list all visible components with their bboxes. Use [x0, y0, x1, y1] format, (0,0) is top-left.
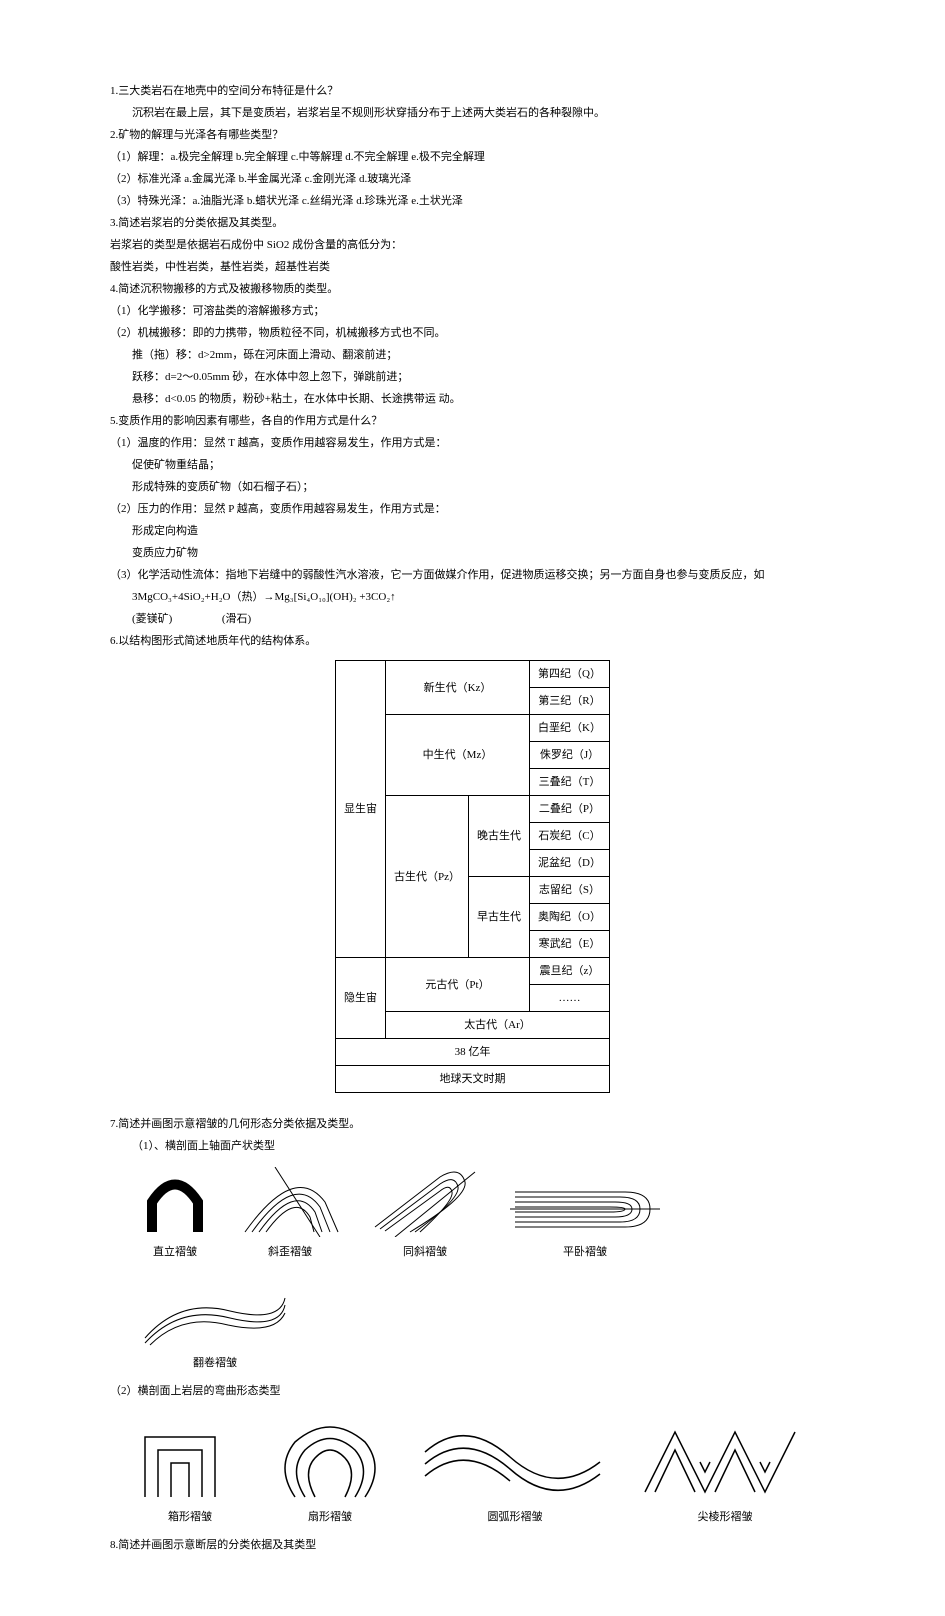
q5-l6: 变质应力矿物	[110, 542, 835, 564]
cell-38: 38 亿年	[336, 1039, 610, 1066]
q5-l2: 促使矿物重结晶；	[110, 454, 835, 476]
cell-t: 三叠纪（T）	[530, 769, 610, 796]
cell-late-pz: 晚古生代	[469, 796, 530, 877]
q4-l3: 推（拖）移：d>2mm，砾在河床面上滑动、翻滚前进；	[110, 344, 835, 366]
cell-astro: 地球天文时期	[336, 1066, 610, 1093]
cap-isoclinal: 同斜褶皱	[403, 1241, 447, 1263]
cell-xsz: 显生宙	[336, 661, 386, 958]
cap-arc: 圆弧形褶皱	[488, 1506, 543, 1528]
cell-p: 二叠纪（P）	[530, 796, 610, 823]
isoclinal-fold-icon	[370, 1167, 480, 1237]
q5-l9b: (滑石)	[222, 613, 251, 625]
fig-chevron-fold: 尖棱形褶皱	[640, 1422, 810, 1528]
fig-fan-fold: 扇形褶皱	[270, 1412, 390, 1528]
cap-upright: 直立褶皱	[153, 1241, 197, 1263]
q3-l2: 酸性岩类，中性岩类，基性岩类，超基性岩类	[110, 256, 835, 278]
fig-overturned-fold: 翻卷褶皱	[140, 1293, 290, 1374]
fig-upright-fold: 直立褶皱	[140, 1167, 210, 1263]
overturned-fold-icon	[140, 1293, 290, 1348]
fig-box-fold: 箱形褶皱	[140, 1422, 240, 1528]
cell-r: 第三纪（R）	[530, 688, 610, 715]
q5-l9: (菱镁矿) (滑石)	[110, 608, 835, 630]
recumbent-fold-icon	[510, 1182, 660, 1237]
cell-k: 白垩纪（K）	[530, 715, 610, 742]
cell-ar: 太古代（Ar）	[386, 1012, 610, 1039]
cell-z: 震旦纪（z）	[530, 958, 610, 985]
q8-title: 8.简述并画图示意断层的分类依据及其类型	[110, 1534, 835, 1556]
q2-l3: （3）特殊光泽：a.油脂光泽 b.蜡状光泽 c.丝绢光泽 d.珍珠光泽 e.土状…	[110, 190, 835, 212]
upright-fold-icon	[140, 1167, 210, 1237]
cap-recumbent: 平卧褶皱	[563, 1241, 607, 1263]
q4-l5: 悬移：d<0.05 的物质，粉砂+粘土，在水体中长期、长途携带运 动。	[110, 388, 835, 410]
cell-s: 志留纪（S）	[530, 877, 610, 904]
q2-l1: （1）解理：a.极完全解理 b.完全解理 c.中等解理 d.不完全解理 e.极不…	[110, 146, 835, 168]
cell-mz: 中生代（Mz）	[386, 715, 530, 796]
cap-inclined: 斜歪褶皱	[268, 1241, 312, 1263]
q5-l7: （3）化学活动性流体：指地下岩缝中的弱酸性汽水溶液，它一方面做媒介作用，促进物质…	[110, 564, 835, 586]
q5-l9a: (菱镁矿)	[132, 613, 172, 625]
q4-title: 4.简述沉积物搬移的方式及被搬移物质的类型。	[110, 278, 835, 300]
q4-l1: （1）化学搬移：可溶盐类的溶解搬移方式；	[110, 300, 835, 322]
fig-recumbent-fold: 平卧褶皱	[510, 1182, 660, 1263]
fold-row-2: 箱形褶皱 扇形褶皱 圆弧形褶皱	[140, 1412, 835, 1528]
q4-l4: 跃移：d=2～0.05mm 砂，在水体中忽上忽下，弹跳前进；	[110, 366, 835, 388]
cell-dots: ……	[530, 985, 610, 1012]
arc-fold-icon	[420, 1422, 610, 1502]
cell-pt: 元古代（Pt）	[386, 958, 530, 1012]
q2-title: 2.矿物的解理与光泽各有哪些类型？	[110, 124, 835, 146]
q7-sub1: （1）、横剖面上轴面产状类型	[110, 1135, 835, 1157]
fig-arc-fold: 圆弧形褶皱	[420, 1422, 610, 1528]
q5-title: 5.变质作用的影响因素有哪些，各自的作用方式是什么？	[110, 410, 835, 432]
cell-d: 泥盆纪（D）	[530, 850, 610, 877]
cell-c: 石炭纪（C）	[530, 823, 610, 850]
q1-title: 1.三大类岩石在地壳中的空间分布特征是什么？	[110, 80, 835, 102]
fig-inclined-fold: 斜歪褶皱	[240, 1167, 340, 1263]
cell-kz: 新生代（Kz）	[386, 661, 530, 715]
cap-fan: 扇形褶皱	[308, 1506, 352, 1528]
q7-sub2: （2）横剖面上岩层的弯曲形态类型	[110, 1380, 835, 1402]
chevron-fold-icon	[640, 1422, 810, 1502]
cell-early-pz: 早古生代	[469, 877, 530, 958]
cap-chevron: 尖棱形褶皱	[698, 1506, 753, 1528]
q5-l8: 3MgCO₃+4SiO₂+H₂O（热）→Mg₃[Si₄O₁₀](OH)₂ +3C…	[110, 586, 835, 608]
fig-isoclinal-fold: 同斜褶皱	[370, 1167, 480, 1263]
q2-l2: （2）标准光泽 a.金属光泽 b.半金属光泽 c.金刚光泽 d.玻璃光泽	[110, 168, 835, 190]
inclined-fold-icon	[240, 1167, 340, 1237]
q5-l3: 形成特殊的变质矿物（如石榴子石）；	[110, 476, 835, 498]
cap-overturned: 翻卷褶皱	[193, 1352, 237, 1374]
cell-pz: 古生代（Pz）	[386, 796, 469, 958]
q6-title: 6.以结构图形式简述地质年代的结构体系。	[110, 630, 835, 652]
q3-l1: 岩浆岩的类型是依据岩石成份中 SiO2 成份含量的高低分为：	[110, 234, 835, 256]
q5-l4: （2）压力的作用：显然 P 越高，变质作用越容易发生，作用方式是：	[110, 498, 835, 520]
q4-l2: （2）机械搬移：即的力携带，物质粒径不同，机械搬移方式也不同。	[110, 322, 835, 344]
cell-ysz: 隐生宙	[336, 958, 386, 1039]
fold-row-1: 直立褶皱 斜歪褶皱 同斜褶皱	[140, 1167, 835, 1374]
geologic-time-table: 显生宙 新生代（Kz） 第四纪（Q） 第三纪（R） 中生代（Mz） 白垩纪（K）…	[335, 660, 610, 1093]
q7-title: 7.简述并画图示意褶皱的几何形态分类依据及类型。	[110, 1113, 835, 1135]
cell-j: 侏罗纪（J）	[530, 742, 610, 769]
cell-e: 寒武纪（E）	[530, 931, 610, 958]
fan-fold-icon	[270, 1412, 390, 1502]
box-fold-icon	[140, 1422, 240, 1502]
cap-box: 箱形褶皱	[168, 1506, 212, 1528]
q5-l1: （1）温度的作用：显然 T 越高，变质作用越容易发生，作用方式是：	[110, 432, 835, 454]
cell-o: 奥陶纪（O）	[530, 904, 610, 931]
q1-answer: 沉积岩在最上层，其下是变质岩，岩浆岩呈不规则形状穿插分布于上述两大类岩石的各种裂…	[110, 102, 835, 124]
cell-q: 第四纪（Q）	[530, 661, 610, 688]
q3-title: 3.简述岩浆岩的分类依据及其类型。	[110, 212, 835, 234]
q5-l5: 形成定向构造	[110, 520, 835, 542]
